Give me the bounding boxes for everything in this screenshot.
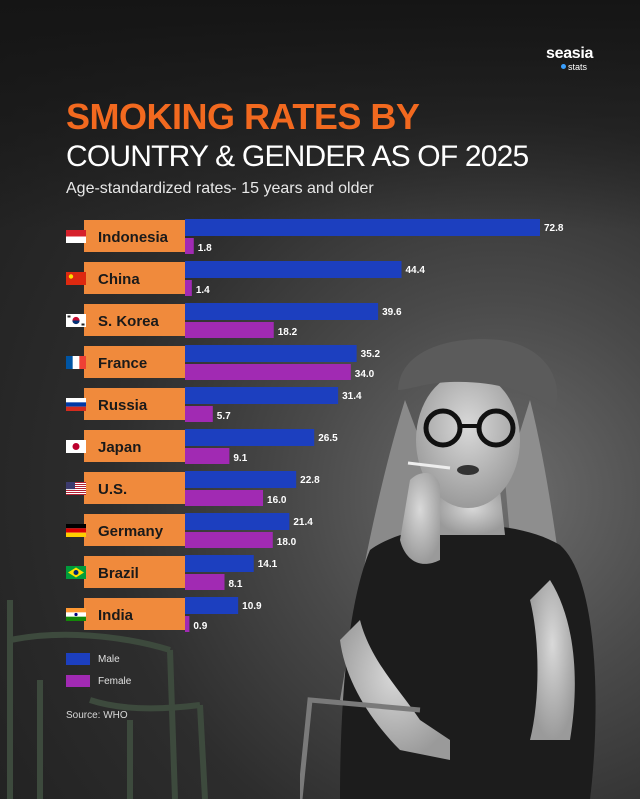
country-label: S. Korea bbox=[98, 313, 160, 330]
male-bar bbox=[185, 555, 254, 572]
country-label: Japan bbox=[98, 439, 141, 456]
male-bar bbox=[185, 303, 379, 320]
chart-subtitle: Age-standardized rates- 15 years and old… bbox=[66, 180, 374, 197]
country-label-box bbox=[84, 514, 185, 546]
seasia-stats-logo: seasia stats bbox=[546, 45, 594, 73]
male-value-label: 31.4 bbox=[342, 391, 362, 402]
male-value-label: 39.6 bbox=[382, 307, 402, 318]
female-bar bbox=[185, 238, 194, 254]
male-bar bbox=[185, 429, 315, 446]
source-note: Source: WHO bbox=[66, 710, 128, 721]
country-label-box bbox=[84, 388, 185, 420]
country-label-box bbox=[84, 262, 185, 294]
legend-female-swatch bbox=[66, 675, 90, 687]
male-value-label: 44.4 bbox=[406, 265, 426, 276]
logo-brand: seasia bbox=[546, 45, 594, 62]
female-value-label: 18.0 bbox=[277, 537, 297, 548]
male-value-label: 26.5 bbox=[318, 433, 338, 444]
china-flag-icon bbox=[66, 272, 86, 285]
male-value-label: 22.8 bbox=[300, 475, 320, 486]
female-value-label: 16.0 bbox=[267, 495, 287, 506]
legend-male: Male bbox=[66, 648, 131, 670]
male-bar bbox=[185, 597, 239, 614]
male-bar bbox=[185, 261, 402, 278]
male-bar bbox=[185, 345, 357, 362]
female-bar bbox=[185, 280, 192, 296]
woman-smoking-illustration bbox=[300, 339, 596, 799]
country-label: India bbox=[98, 607, 134, 624]
female-bar bbox=[185, 364, 351, 380]
male-value-label: 10.9 bbox=[242, 601, 262, 612]
male-bar bbox=[185, 471, 297, 488]
female-bar bbox=[185, 406, 213, 422]
male-value-label: 21.4 bbox=[293, 517, 313, 528]
legend-male-label: Male bbox=[98, 653, 120, 665]
female-bar bbox=[185, 532, 273, 548]
female-value-label: 18.2 bbox=[278, 327, 298, 338]
female-bar bbox=[185, 574, 225, 590]
chairs-illustration bbox=[7, 600, 208, 799]
country-label: Brazil bbox=[98, 565, 139, 582]
male-bar bbox=[185, 513, 290, 530]
germany-flag-icon bbox=[66, 524, 86, 537]
female-value-label: 5.7 bbox=[217, 411, 231, 422]
country-label: Russia bbox=[98, 397, 148, 414]
japan-flag-icon bbox=[66, 440, 86, 453]
country-label: China bbox=[98, 271, 140, 288]
male-bar bbox=[185, 387, 339, 404]
legend: Male Female bbox=[66, 648, 131, 692]
female-value-label: 1.4 bbox=[196, 285, 210, 296]
female-value-label: 1.8 bbox=[198, 243, 212, 254]
male-value-label: 14.1 bbox=[258, 559, 278, 570]
male-value-label: 35.2 bbox=[361, 349, 381, 360]
legend-male-swatch bbox=[66, 653, 90, 665]
female-bar bbox=[185, 322, 274, 338]
logo-sub: stats bbox=[546, 62, 593, 72]
legend-female: Female bbox=[66, 670, 131, 692]
france-flag-icon bbox=[66, 356, 86, 369]
country-label-box bbox=[84, 346, 185, 378]
usa-flag-icon bbox=[66, 482, 86, 495]
female-bar bbox=[185, 448, 230, 464]
title-line-2: COUNTRY & GENDER AS OF 2025 bbox=[66, 140, 529, 173]
country-label-box bbox=[84, 430, 185, 462]
indonesia-flag-icon bbox=[66, 230, 86, 243]
female-value-label: 34.0 bbox=[355, 369, 375, 380]
top-vignette bbox=[0, 0, 640, 230]
brazil-flag-icon bbox=[66, 566, 86, 579]
country-label-box bbox=[84, 304, 185, 336]
title-line-1: SMOKING RATES BY bbox=[66, 96, 420, 137]
female-value-label: 8.1 bbox=[228, 579, 242, 590]
country-label-box bbox=[84, 220, 185, 252]
country-label-box bbox=[84, 472, 185, 504]
country-label-box bbox=[84, 556, 185, 588]
female-bar bbox=[185, 490, 264, 506]
india-flag-icon bbox=[66, 608, 86, 621]
male-bar bbox=[185, 219, 540, 236]
south-korea-flag-icon bbox=[66, 314, 86, 327]
country-label: Indonesia bbox=[98, 229, 169, 246]
female-value-label: 0.9 bbox=[193, 621, 207, 632]
legend-female-label: Female bbox=[98, 675, 132, 687]
male-value-label: 72.8 bbox=[544, 223, 564, 234]
country-label: Germany bbox=[98, 523, 164, 540]
russia-flag-icon bbox=[66, 398, 86, 411]
country-label: France bbox=[98, 355, 147, 372]
country-label: U.S. bbox=[98, 481, 127, 498]
country-label-box bbox=[84, 598, 185, 630]
female-bar bbox=[185, 616, 190, 632]
female-value-label: 9.1 bbox=[233, 453, 247, 464]
